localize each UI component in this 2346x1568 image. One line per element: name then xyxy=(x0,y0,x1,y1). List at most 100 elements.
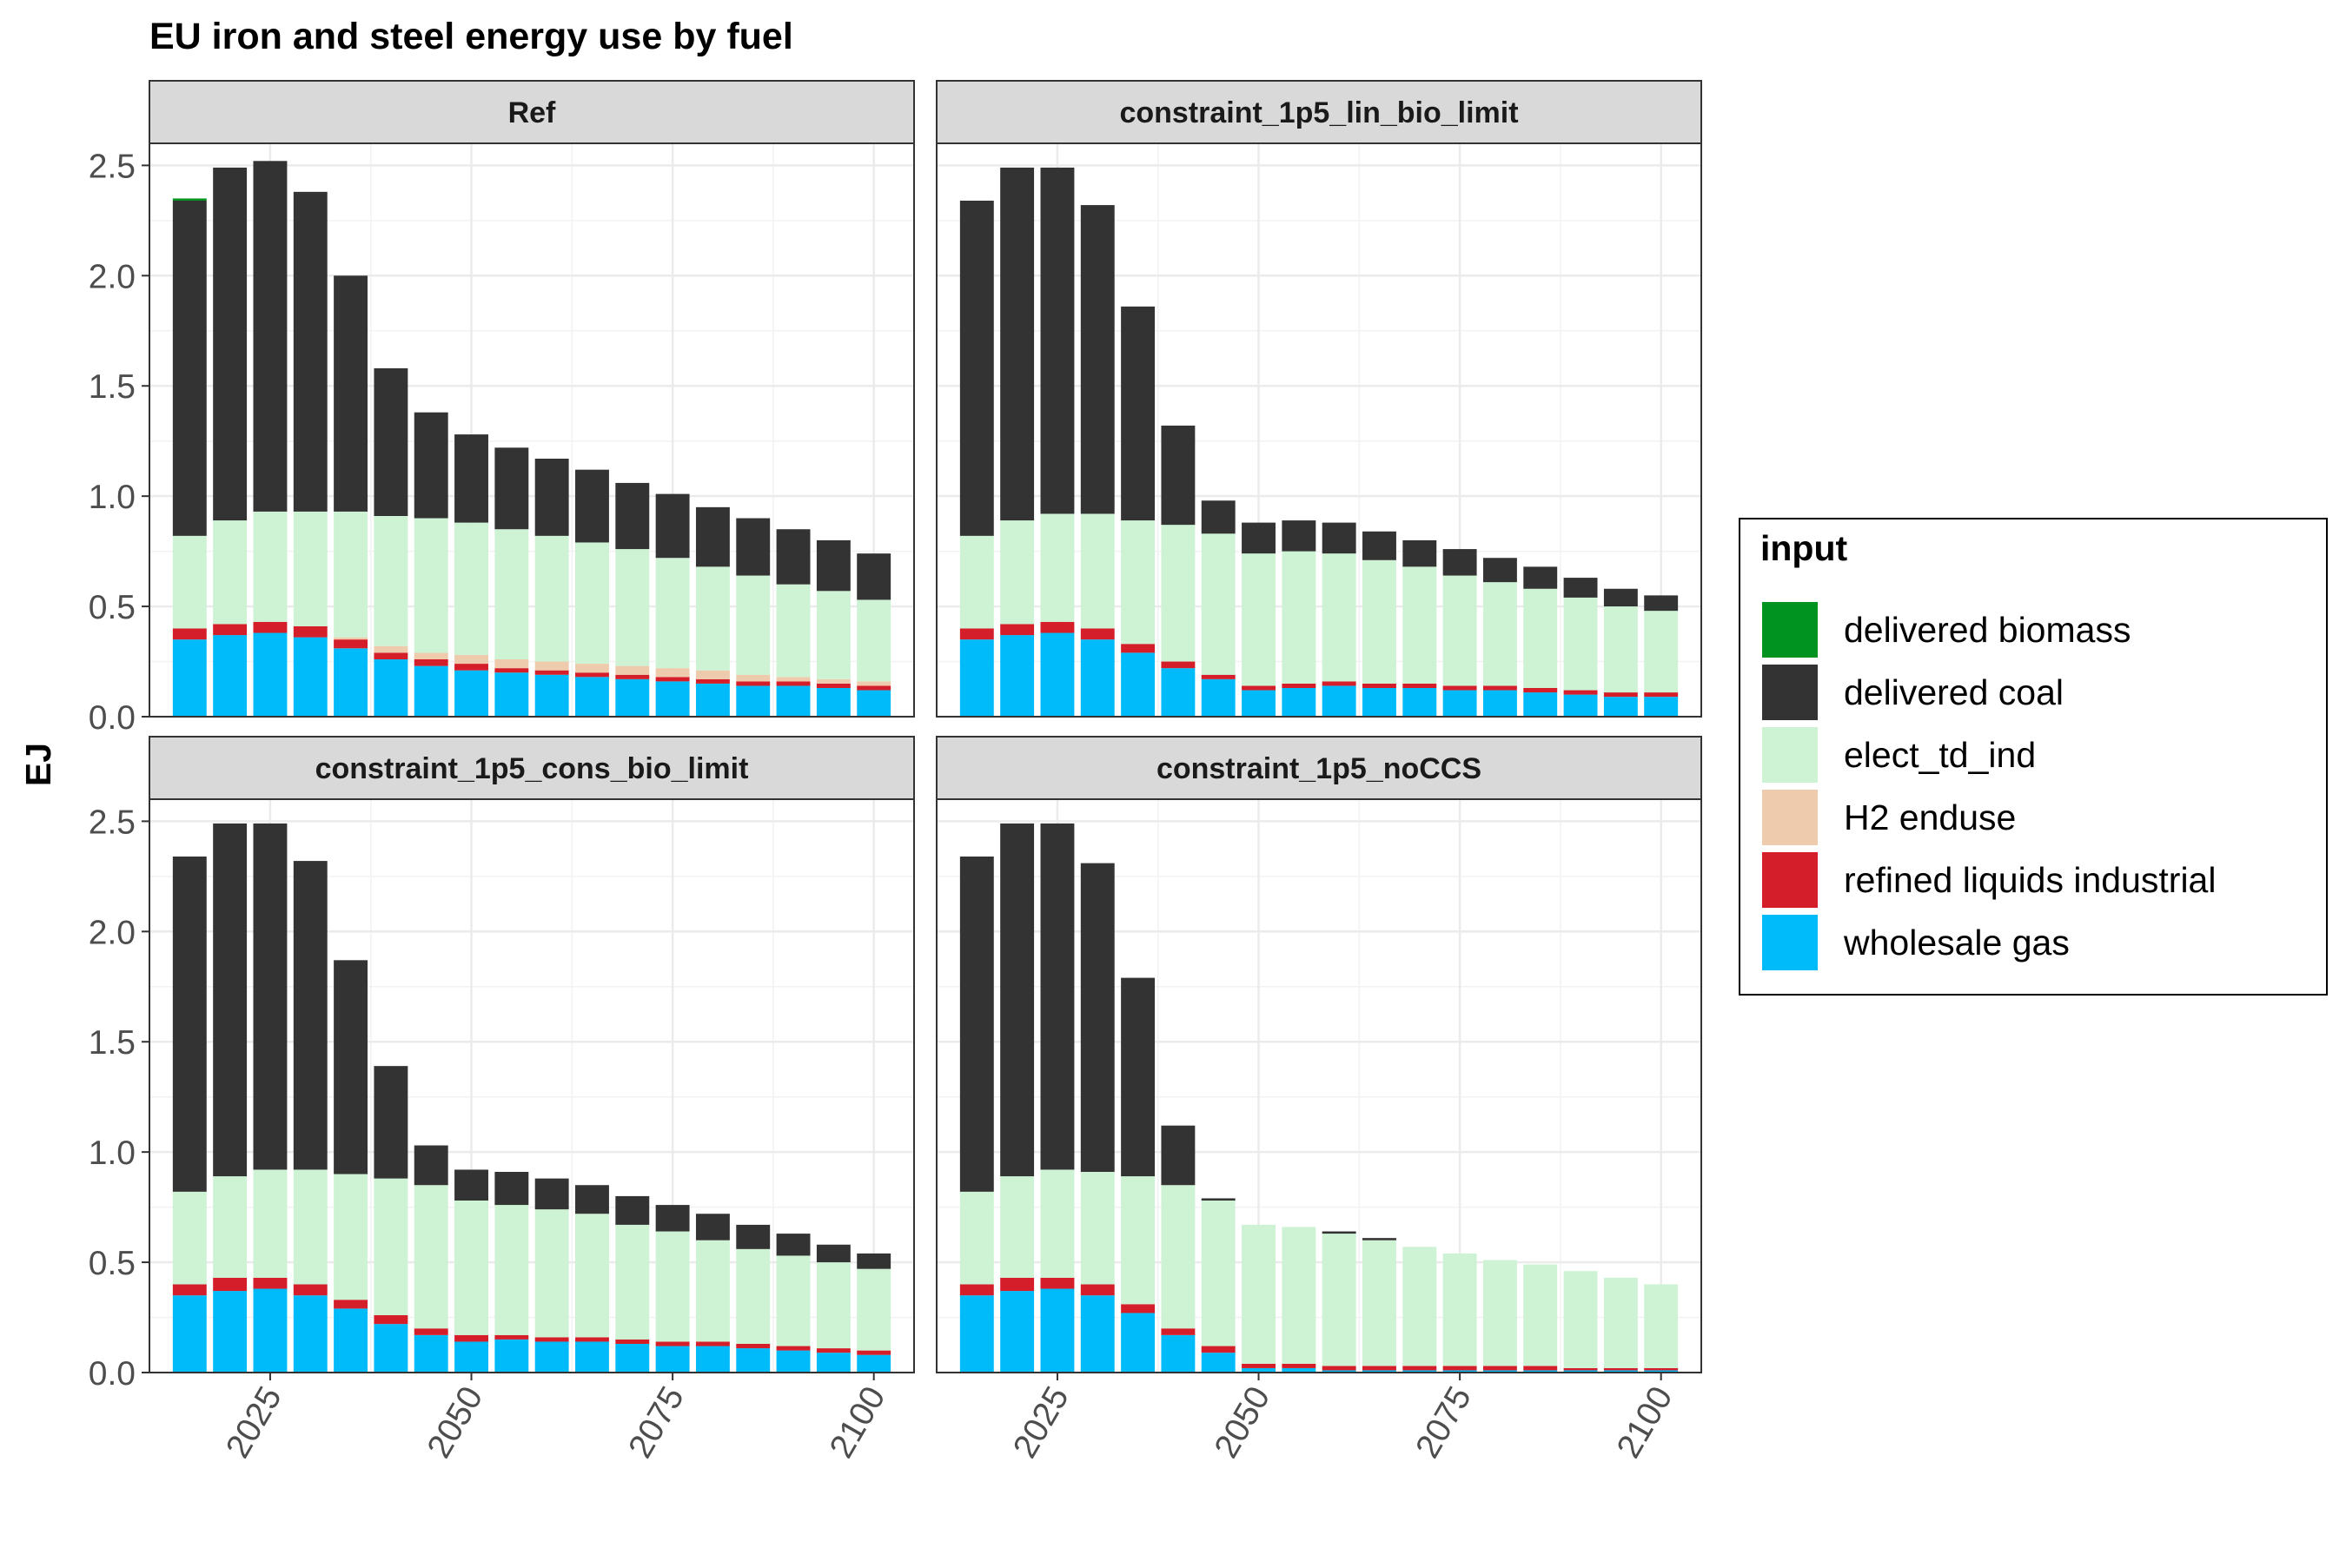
bar-segment xyxy=(1080,1295,1115,1373)
bar-segment xyxy=(534,661,569,671)
bar-segment xyxy=(615,1339,650,1344)
bar-segment xyxy=(1040,513,1075,622)
bar-segment xyxy=(253,632,288,717)
bar-segment xyxy=(494,668,529,673)
bar-segment xyxy=(776,681,811,686)
bar-segment xyxy=(695,1341,730,1346)
bar-segment xyxy=(1603,606,1638,693)
bar-segment xyxy=(1040,1288,1075,1373)
bar-segment xyxy=(534,1209,569,1338)
chart-title: EU iron and steel energy use by fuel xyxy=(149,16,793,57)
bar-segment xyxy=(857,1268,891,1351)
bar-segment xyxy=(1121,1176,1156,1305)
bar-segment xyxy=(213,635,248,717)
bar-segment xyxy=(494,1334,529,1340)
bar-segment xyxy=(253,511,288,622)
bar-segment xyxy=(857,599,891,682)
bar-segment xyxy=(1322,685,1356,717)
bar-segment xyxy=(1644,692,1679,698)
bar-segment xyxy=(1040,1169,1075,1278)
bar-segment xyxy=(575,672,609,678)
bar-segment xyxy=(1603,588,1638,607)
bar-segment xyxy=(857,685,891,691)
bar-segment xyxy=(1322,553,1356,682)
bar-segment xyxy=(1482,685,1517,691)
bar-segment xyxy=(213,1291,248,1373)
bar-segment xyxy=(736,681,771,686)
bar-segment xyxy=(1201,500,1236,534)
bar-segment xyxy=(857,690,891,717)
bar-segment xyxy=(1161,1334,1196,1373)
bar-segment xyxy=(575,664,609,673)
x-tick-label: 2050 xyxy=(1208,1380,1278,1465)
facet-panel: constraint_1p5_cons_bio_limit 0.0 0.5 1.0 1.… xyxy=(89,736,915,1465)
bar-segment xyxy=(1322,1231,1356,1234)
bar-segment xyxy=(494,447,529,530)
x-tick-label: 2075 xyxy=(1408,1380,1479,1465)
bar-segment xyxy=(736,575,771,675)
bar-segment xyxy=(374,516,408,646)
bar-segment xyxy=(695,1346,730,1373)
bar-segment xyxy=(1322,681,1356,686)
bar-segment xyxy=(575,1337,609,1342)
bar-segment xyxy=(857,1253,891,1269)
bar-segment xyxy=(374,1178,408,1315)
y-tick-label: 0.0 xyxy=(89,699,136,737)
bar-segment xyxy=(334,960,368,1174)
bar-segment xyxy=(575,1214,609,1338)
x-tick-label: 2075 xyxy=(621,1380,692,1465)
bar-segment xyxy=(857,553,891,600)
bar-segment xyxy=(213,624,248,636)
bar-segment xyxy=(1121,306,1156,521)
bar-segment xyxy=(1000,1291,1035,1373)
facet-strip-label: Ref xyxy=(508,96,556,129)
bar-segment xyxy=(959,1191,994,1285)
bar-segment xyxy=(695,683,730,717)
bar-segment xyxy=(1523,1264,1558,1366)
bar-segment xyxy=(334,637,368,640)
bar-segment xyxy=(213,1176,248,1278)
bar-segment xyxy=(494,1205,529,1335)
bar-segment xyxy=(374,367,408,516)
bar-segment xyxy=(1201,674,1236,679)
facet-strip-label: constraint_1p5_cons_bio_limit xyxy=(315,752,749,785)
bar-segment xyxy=(172,1191,207,1285)
bar-segment xyxy=(1402,566,1437,684)
bar-segment xyxy=(534,535,569,662)
bar-segment xyxy=(374,1324,408,1373)
bar-segment xyxy=(695,1240,730,1342)
bar-segment xyxy=(1121,520,1156,645)
bar-segment xyxy=(334,1300,368,1309)
bar-segment xyxy=(1242,1363,1276,1368)
bar-segment xyxy=(1523,588,1558,688)
bar-segment xyxy=(736,518,771,576)
bar-segment xyxy=(1000,167,1035,521)
bar-segment xyxy=(1000,823,1035,1177)
bar-segment xyxy=(1282,551,1316,684)
bar-segment xyxy=(816,683,851,688)
bar-segment xyxy=(454,1201,488,1335)
facet-panel: constraint_1p5_noCCS 2025 2050 2075 2100 xyxy=(936,736,1702,1465)
bar-segment xyxy=(1402,1370,1437,1373)
bar-segment xyxy=(1080,1172,1115,1285)
bar-segment xyxy=(1000,1277,1035,1292)
bar-segment xyxy=(1201,1353,1236,1373)
bar-segment xyxy=(655,1205,690,1232)
bar-segment xyxy=(1402,683,1437,688)
bar-segment xyxy=(334,1308,368,1373)
bar-segment xyxy=(1282,688,1316,717)
bar-segment xyxy=(1161,1185,1196,1329)
bar-segment xyxy=(959,639,994,717)
bar-segment xyxy=(615,1195,650,1225)
bar-segment xyxy=(1644,1370,1679,1373)
bar-segment xyxy=(172,1284,207,1296)
y-axis-label: EJ xyxy=(18,743,58,786)
bar-segment xyxy=(655,668,690,678)
bar-segment xyxy=(1362,688,1396,717)
bar-segment xyxy=(736,674,771,682)
bar-segment xyxy=(1000,520,1035,625)
bar-segment xyxy=(534,1341,569,1373)
bar-segment xyxy=(575,542,609,665)
bar-segment xyxy=(776,1346,811,1351)
bar-segment xyxy=(172,198,207,201)
